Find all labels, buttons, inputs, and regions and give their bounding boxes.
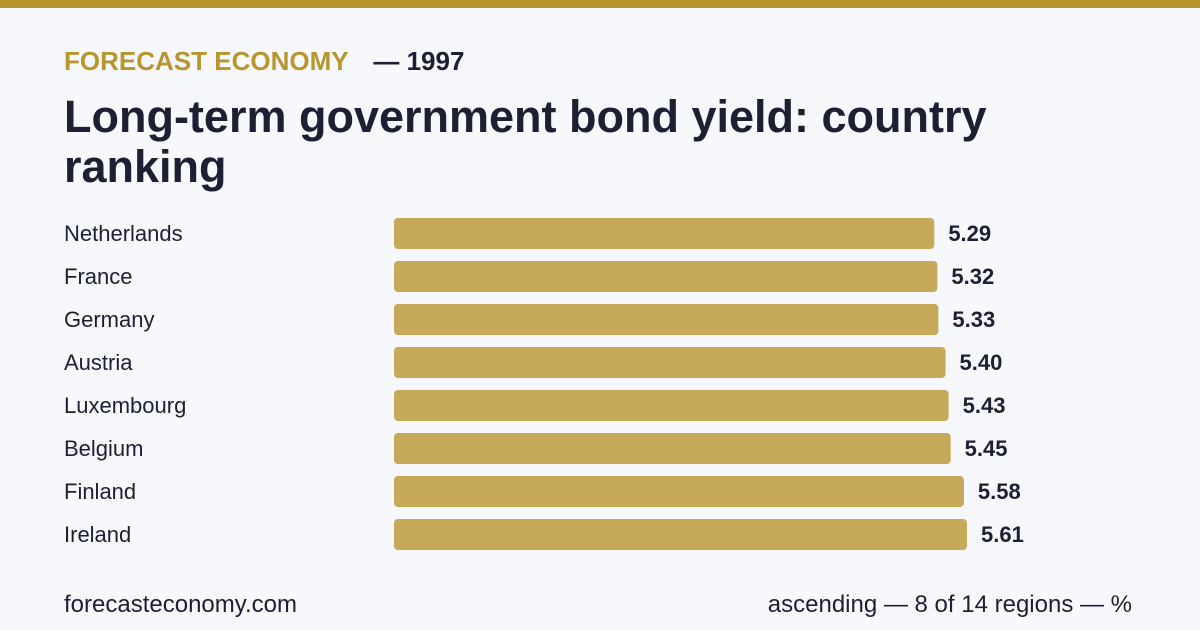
category-label: Finland: [64, 479, 136, 504]
bar: [394, 390, 949, 421]
category-label: Luxembourg: [64, 393, 186, 418]
value-label: 5.40: [960, 350, 1003, 375]
value-label: 5.29: [948, 221, 991, 246]
category-label: Netherlands: [64, 221, 183, 246]
category-label: Austria: [64, 350, 133, 375]
category-label: Germany: [64, 307, 154, 332]
footer-site: forecasteconomy.com: [64, 591, 297, 618]
value-label: 5.58: [978, 479, 1021, 504]
bar: [394, 347, 946, 378]
category-label: Belgium: [64, 436, 143, 461]
brand-name: FORECAST ECONOMY: [64, 46, 349, 76]
category-label: France: [64, 264, 132, 289]
bar: [394, 476, 964, 507]
eyebrow: FORECAST ECONOMY — 1997: [64, 46, 464, 77]
value-label: 5.45: [965, 436, 1008, 461]
bar: [394, 218, 935, 249]
top-accent-bar: [0, 0, 1200, 8]
bar: [394, 519, 967, 550]
chart-title: Long-term government bond yield: country…: [64, 91, 987, 192]
year-label: — 1997: [373, 46, 465, 76]
value-label: 5.61: [981, 522, 1024, 547]
value-label: 5.43: [963, 393, 1006, 418]
bar: [394, 304, 939, 335]
bar: [394, 433, 951, 464]
category-label: Ireland: [64, 522, 131, 547]
bar: [394, 261, 938, 292]
footer-note: ascending — 8 of 14 regions — %: [767, 591, 1132, 618]
value-label: 5.33: [952, 307, 995, 332]
value-label: 5.32: [951, 264, 994, 289]
